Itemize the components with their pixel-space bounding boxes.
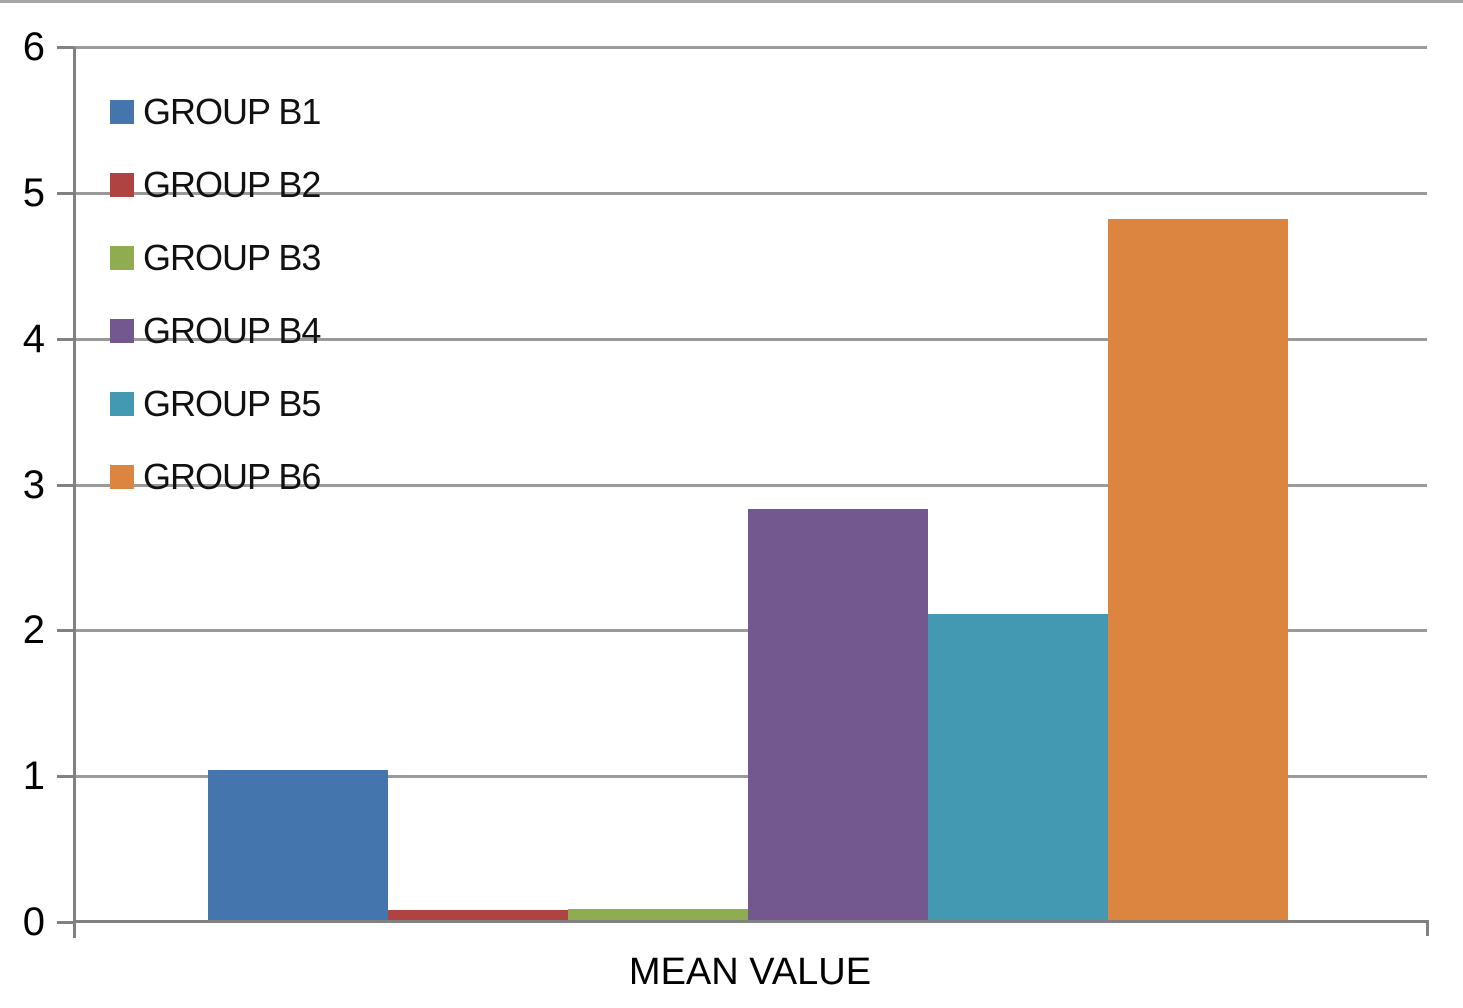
bar-group-b2 [388,910,568,922]
y-tick-label-5: 5 [22,170,45,215]
legend-item-group-b3: GROUP B3 [110,237,321,278]
legend-item-group-b5: GROUP B5 [110,383,321,424]
legend-swatch-group-b1 [110,100,134,124]
legend-label: GROUP B4 [143,310,321,351]
y-axis-tick-6 [57,46,74,49]
y-axis-tick-5 [57,191,74,195]
gridline-4 [73,337,1427,341]
legend-label: GROUP B6 [143,456,321,497]
x-axis-end-tick [1426,920,1429,936]
y-axis-tick-1 [57,775,74,779]
legend-swatch-group-b5 [110,392,134,416]
gridline-6 [73,46,1427,49]
legend-label: GROUP B1 [143,91,321,132]
legend-swatch-group-b2 [110,173,134,197]
y-tick-label-1: 1 [22,754,45,799]
legend-swatch-group-b3 [110,246,134,270]
legend-label: GROUP B3 [143,237,321,278]
legend-item-group-b4: GROUP B4 [110,310,321,351]
legend-item-group-b6: GROUP B6 [110,456,321,497]
y-axis-tick-0 [57,921,74,924]
legend-item-group-b2: GROUP B2 [110,164,321,205]
bar-group-b1 [208,770,388,922]
legend-swatch-group-b6 [110,465,134,489]
y-tick-label-2: 2 [22,608,45,653]
y-axis-line [73,47,76,938]
plot-area [73,46,1427,922]
gridline-5 [73,191,1427,195]
y-axis-tick-2 [57,629,74,633]
legend-item-group-b1: GROUP B1 [110,91,321,132]
y-axis-tick-3 [57,483,74,487]
y-axis-tick-4 [57,337,74,341]
bar-group-b5 [928,614,1108,922]
bar-group-b4 [748,509,928,922]
x-axis-label: MEAN VALUE [628,951,872,993]
y-tick-label-0: 0 [22,900,45,944]
bar-group-b6 [1108,219,1288,922]
y-tick-label-4: 4 [22,316,45,361]
y-tick-label-6: 6 [22,25,45,69]
y-tick-label-3: 3 [22,462,45,507]
gridline-3 [73,483,1427,487]
legend-label: GROUP B2 [143,164,321,205]
x-axis-line [73,920,1429,923]
legend-label: GROUP B5 [143,383,321,424]
bar-group-b3 [568,908,748,922]
legend-swatch-group-b4 [110,319,134,343]
